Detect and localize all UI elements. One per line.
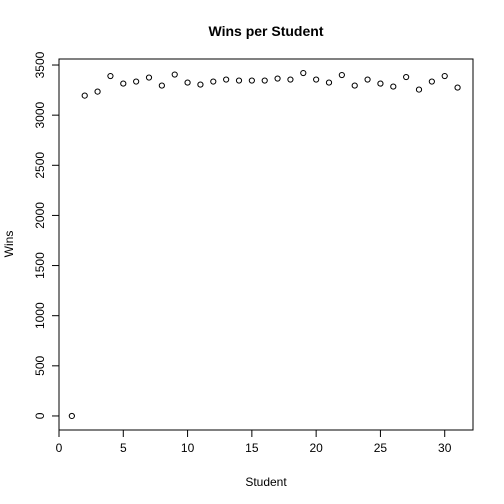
x-tick-label: 5 [120, 441, 127, 455]
data-point [235, 77, 243, 84]
y-tick-label: 500 [33, 355, 47, 375]
y-axis: 0 500 1000 1500 2000 2500 3000 3500 [33, 51, 60, 419]
data-point [248, 77, 255, 84]
data-point [158, 82, 165, 89]
data-point [441, 72, 448, 80]
chart-title: Wins per Student [209, 23, 324, 39]
y-tick-label: 0 [33, 412, 47, 419]
data-point [325, 79, 333, 86]
data-point [454, 84, 461, 91]
data-point [107, 72, 114, 80]
y-tick-label: 2000 [33, 202, 47, 229]
y-axis-label: Wins [2, 231, 16, 258]
y-tick-label: 1500 [33, 252, 47, 279]
data-point [287, 76, 294, 83]
data-point [415, 86, 423, 93]
x-tick-label: 0 [56, 441, 63, 455]
data-point [197, 81, 204, 88]
data-point [364, 76, 371, 83]
x-tick-label: 10 [181, 441, 195, 455]
data-point [313, 76, 320, 83]
data-point [377, 80, 384, 87]
data-point [120, 80, 127, 87]
data-point [223, 76, 230, 83]
y-tick-label: 1000 [33, 302, 47, 329]
data-point [81, 92, 88, 99]
data-point [390, 83, 397, 90]
data-point [274, 75, 281, 82]
data-point [94, 88, 101, 95]
data-point [403, 73, 410, 81]
data-point [261, 77, 268, 84]
x-axis-label: Student [245, 475, 287, 489]
data-points [68, 69, 461, 420]
data-point [338, 71, 345, 79]
data-point [210, 78, 217, 85]
y-tick-label: 2500 [33, 152, 47, 179]
x-tick-label: 15 [245, 441, 259, 455]
data-point [184, 79, 191, 86]
data-point [351, 82, 358, 89]
data-point [428, 78, 435, 85]
x-tick-label: 20 [309, 441, 323, 455]
y-tick-label: 3000 [33, 101, 47, 128]
data-point [171, 71, 178, 78]
data-point [68, 412, 75, 420]
data-point [133, 78, 140, 85]
x-axis: 0 5 10 15 20 25 30 [56, 429, 452, 455]
data-point [300, 69, 307, 77]
data-point [145, 74, 153, 81]
y-tick-label: 3500 [33, 51, 47, 78]
x-tick-label: 30 [438, 441, 452, 455]
x-tick-label: 25 [374, 441, 388, 455]
